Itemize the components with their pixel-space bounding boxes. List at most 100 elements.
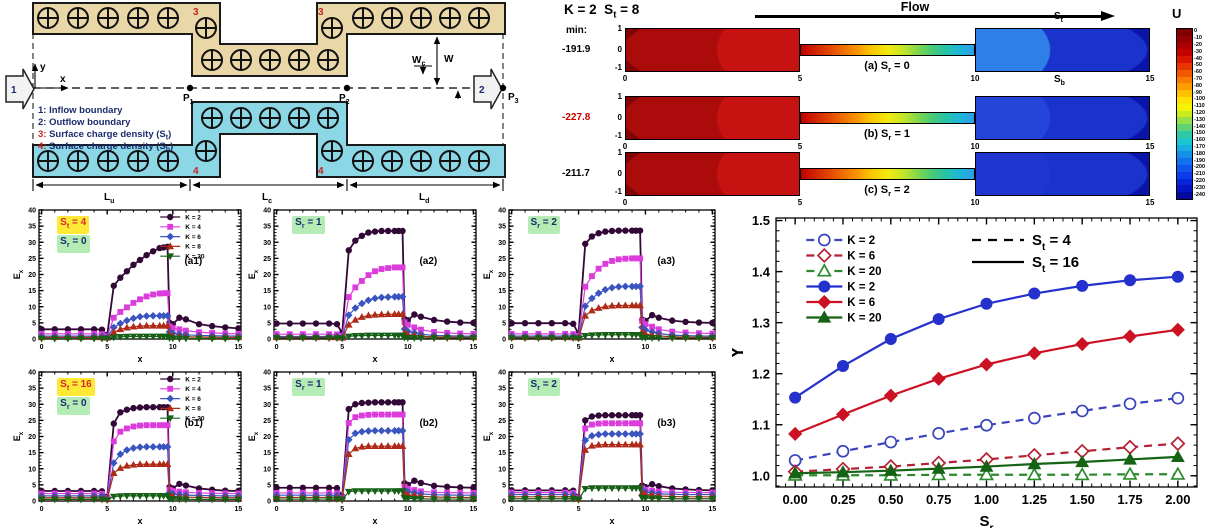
contour-xtick-label: 0 <box>622 74 628 83</box>
x-axis-label: x <box>609 354 614 364</box>
colorbar-cell <box>1177 124 1192 131</box>
ytick-label: 20 <box>263 272 271 279</box>
xtick-label: 5 <box>105 506 109 513</box>
p3-label: P3 <box>508 92 519 105</box>
series-markers-K=20 <box>37 493 243 505</box>
colorbar-cell <box>1177 192 1192 199</box>
colorbar-cell <box>1177 69 1192 77</box>
svg-text:K = 6: K = 6 <box>185 234 201 241</box>
top-charge-number-left: 3 <box>193 7 199 18</box>
contour-min-value: -191.9 <box>562 44 591 55</box>
svg-text:K = 20: K = 20 <box>185 254 205 261</box>
plus-charge-icon <box>195 17 217 39</box>
colorbar-tick-label: -120 <box>1194 110 1206 116</box>
wc-label: Wc <box>412 55 425 68</box>
colorbar-tick-label: -150 <box>1194 130 1206 137</box>
ytick-label: 1.1 <box>752 417 770 432</box>
contour-left-block-(a) <box>625 28 800 72</box>
xtick-label: 0 <box>510 344 514 351</box>
bottom-wall-charge-label: Sb <box>1054 74 1065 87</box>
ytick-label: 10 <box>28 466 36 473</box>
xtick-label: 0 <box>275 344 279 351</box>
ytick-label: 35 <box>28 224 36 231</box>
contour-ytick-label: 0 <box>617 169 622 178</box>
xtick-label: 5 <box>577 344 581 351</box>
chart-legend: K = 2 K = 6 K = 20 K = 2 K = 6 K = 20 <box>806 233 882 325</box>
svg-text:K = 2: K = 2 <box>847 282 875 294</box>
series-markers-K=20 <box>272 332 478 343</box>
xtick-label: 0 <box>40 344 44 351</box>
plus-charge-icon <box>67 7 89 29</box>
channel-schematic: 1 2 y x P1 P2 P3 3 3 4 4 W Wc Lu L <box>5 2 519 205</box>
ytick-label: 15 <box>263 450 271 457</box>
xtick-label: 15 <box>234 344 242 351</box>
chart-a3: 0 5 10 15 0 5 10 15 20 25 30 35 40 x Ex (a3) Sr = 2 <box>482 206 722 366</box>
legend-line-3: 3: Surface charge density (St) <box>38 129 171 142</box>
colorbar-tick-label: -200 <box>1194 164 1206 171</box>
contour-channel-strip <box>800 112 975 124</box>
chart-b3: 0 5 10 15 0 5 10 15 20 25 30 35 40 x Ex (b3) Sr = 2 <box>482 368 722 528</box>
svg-text:K = 6: K = 6 <box>847 251 875 263</box>
contour-xtick-label: 0 <box>622 142 628 151</box>
series-markers-K=2 <box>38 403 242 501</box>
plus-charge-icon <box>37 7 59 29</box>
series-line-K=2 <box>41 406 239 500</box>
x-axis-label: x <box>372 516 377 526</box>
outflow-arrow-icon <box>473 68 503 110</box>
contour-panel-label: (b) Sr = 1 <box>863 128 911 143</box>
colorbar-cell <box>1177 83 1192 91</box>
colorbar-title: U <box>1172 6 1182 21</box>
contour-figure: K = 2 St = 8 Flow min: St Sb 1 0 -1 0 5 10 15-… <box>560 0 1208 207</box>
xtick-label: 1.00 <box>974 492 999 507</box>
colorbar-cell <box>1177 164 1192 172</box>
flow-arrow-head-icon <box>1101 11 1115 22</box>
svg-text:K = 6: K = 6 <box>185 396 201 403</box>
contour-xtick-label: 0 <box>622 198 628 207</box>
contour-panel-label: (a) Sr = 0 <box>864 60 910 75</box>
xtick-label: 1.25 <box>1022 492 1047 507</box>
x-axis-label: x <box>609 516 614 526</box>
xtick-label: 1.75 <box>1117 492 1142 507</box>
xtick-label: 0.75 <box>926 492 951 507</box>
colorbar-tick-label: -10 <box>1194 35 1202 42</box>
colorbar-cell <box>1177 130 1192 138</box>
colorbar-tick-label: -180 <box>1194 150 1206 157</box>
condition-badge: Sr = 0 <box>57 397 90 415</box>
ytick-label: 25 <box>498 256 506 263</box>
plus-charge-icon <box>127 150 149 172</box>
ytick-label: 25 <box>263 418 271 425</box>
colorbar-tick-label: -140 <box>1194 123 1206 130</box>
ytick-label: 10 <box>263 304 271 311</box>
colorbar-cell <box>1177 90 1192 97</box>
ytick-label: 5 <box>502 320 506 327</box>
contour-xtick-label: 15 <box>1145 198 1155 207</box>
colorbar-tick-label: -220 <box>1194 178 1206 184</box>
flow-label: Flow <box>900 0 930 14</box>
p1-label: P1 <box>183 93 194 106</box>
contour-ytick-label: -1 <box>614 63 622 72</box>
svg-text:K = 2: K = 2 <box>847 235 875 247</box>
colorbar-tick-label: -240 <box>1194 191 1206 198</box>
panel-label: (b3) <box>657 418 675 429</box>
colorbar-cell <box>1177 103 1192 111</box>
contour-channel-strip <box>800 44 975 56</box>
condition-badge: St = 4 <box>57 216 90 234</box>
ytick-label: 30 <box>498 240 506 247</box>
series-line-K=2 <box>794 397 1178 462</box>
ytick-label: 35 <box>263 386 271 393</box>
svg-text:St = 16: St = 16 <box>1032 254 1079 275</box>
svg-text:K = 8: K = 8 <box>185 244 201 251</box>
top-wall-charge-label: St <box>1054 11 1064 24</box>
svg-text:K = 20: K = 20 <box>847 313 881 325</box>
line-chart-b3: 0 5 10 15 0 5 10 15 20 25 30 35 40 x Ex (b3) <box>482 370 716 526</box>
svg-text:K = 6: K = 6 <box>847 297 875 309</box>
plus-charge-icon <box>97 7 119 29</box>
condition-badge: Sr = 1 <box>292 378 325 396</box>
plus-charge-icon <box>352 150 374 172</box>
svg-text:K = 20: K = 20 <box>847 266 881 278</box>
colorbar-tick-label: -80 <box>1194 82 1202 89</box>
top-wall <box>32 2 506 77</box>
ytick-label: 30 <box>263 402 271 409</box>
